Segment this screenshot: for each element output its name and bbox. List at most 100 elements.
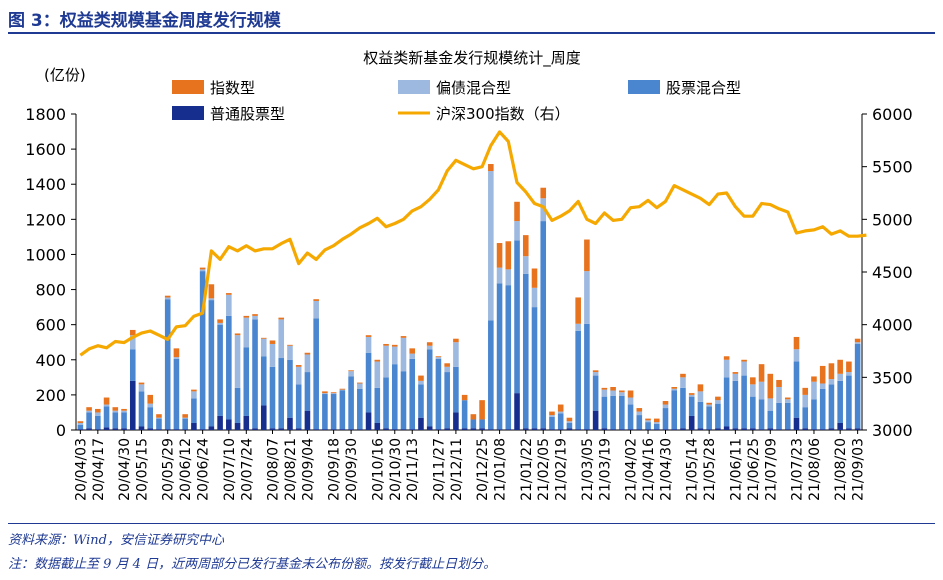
bar-bond-hybrid [129,335,136,350]
bar-stock [173,429,180,430]
bar-index [138,382,145,385]
bar-bond-hybrid [77,422,84,425]
bar-stock-hybrid [357,388,363,430]
bar-bond-hybrid [750,384,756,397]
bar-bond-hybrid [627,397,634,405]
bar-stock [295,428,302,430]
bar-stock [671,429,678,430]
bar-stock-hybrid [549,416,555,430]
bar-stock [688,415,695,430]
bar-index [732,372,739,374]
bar-index [557,404,564,412]
bar-stock-hybrid [531,307,538,429]
bar-stock-hybrid [243,347,250,416]
bar-bond-hybrid [147,403,154,408]
bar-stock-hybrid [234,387,241,423]
bar-stock-hybrid [514,240,520,394]
bar-stock-hybrid [173,358,180,430]
x-tick-label: 21/05/28 [702,438,718,501]
bar-bond-hybrid [339,389,346,391]
bar-index [758,364,765,382]
right-tick-label: 6000 [872,105,913,124]
bar-bond-hybrid [854,342,861,344]
bar-stock-hybrid [409,358,416,430]
bar-stock [610,429,616,430]
bar-index [741,359,747,362]
chart: 权益类新基金发行规模统计_周度 (亿份) 指数型 偏债混合型 股票混合型 普通股… [25,49,913,501]
bar-stock [252,428,258,430]
bar-stock [461,428,468,430]
bar-index [313,299,319,301]
bar-bond-hybrid [164,297,171,300]
right-tick-label: 3000 [872,421,913,440]
bar-stock [357,429,363,430]
bar-stock [86,428,92,430]
bar-bond-hybrid [243,317,250,348]
bar-bond-hybrid [697,391,704,402]
bar-stock [444,428,450,430]
bar-stock-hybrid [278,358,285,429]
bar-index [444,363,450,367]
bar-stock [103,427,110,430]
bar-bond-hybrid [819,383,826,389]
bar-stock [348,429,354,430]
bar-bond-hybrid [723,359,730,378]
bar-stock [426,426,433,430]
bar-stock-hybrid [147,407,154,429]
bar-bond-hybrid [304,354,311,373]
bar-index [391,344,398,347]
bar-bond-hybrid [828,379,835,385]
bar-stock-hybrid [383,377,389,429]
bar-index [164,295,171,298]
bar-index [287,344,293,346]
bar-index [95,408,101,413]
bar-stock-hybrid [645,422,651,430]
bar-stock-hybrid [723,377,730,427]
left-tick-label: 0 [56,421,66,440]
bar-index [522,235,529,257]
bar-stock-hybrid [138,391,145,427]
bar-index [496,243,503,268]
bar-index [348,370,354,372]
bar-bond-hybrid [383,345,389,378]
bar-bond-hybrid [278,319,285,359]
x-tick-label: 20/09/04 [300,438,316,501]
bar-stock-hybrid [601,396,608,429]
bar-bond-hybrid [619,392,625,396]
bar-bond-hybrid [391,346,398,365]
bar-index [461,394,468,401]
legend-label-bond-hybrid: 偏债混合型 [436,79,511,97]
bar-bond-hybrid [514,221,520,241]
bar-bond-hybrid [741,361,747,376]
bar-stock [636,429,643,430]
bar-stock [191,422,197,430]
bar-stock [234,422,241,430]
bar-index [531,268,538,288]
bar-stock-hybrid [741,375,747,429]
bar-index [147,394,154,404]
bar-bond-hybrid [837,373,843,381]
bar-bond-hybrid [103,404,110,407]
bar-index [610,386,616,391]
x-tick-label: 20/08/07 [266,438,282,501]
bar-stock [680,428,686,430]
bar-stock-hybrid [330,394,337,430]
bar-stock [601,428,608,430]
bar-stock-hybrid [680,387,686,429]
bar-bond-hybrid [252,315,258,320]
bar-bond-hybrid [767,398,774,411]
bar-bond-hybrid [549,415,555,417]
bar-stock [182,429,188,430]
bar-stock-hybrid [557,413,564,430]
bar-stock [811,429,817,430]
bar-index [191,389,197,392]
bar-index [479,400,485,420]
title-divider [8,32,935,34]
x-tick-label: 20/08/21 [283,438,299,501]
bar-bond-hybrid [357,383,363,389]
bar-index [793,336,800,350]
bar-stock-hybrid [226,315,232,420]
bar-stock-hybrid [391,364,398,430]
bar-bond-hybrid [226,294,232,316]
bar-bond-hybrid [811,381,817,400]
